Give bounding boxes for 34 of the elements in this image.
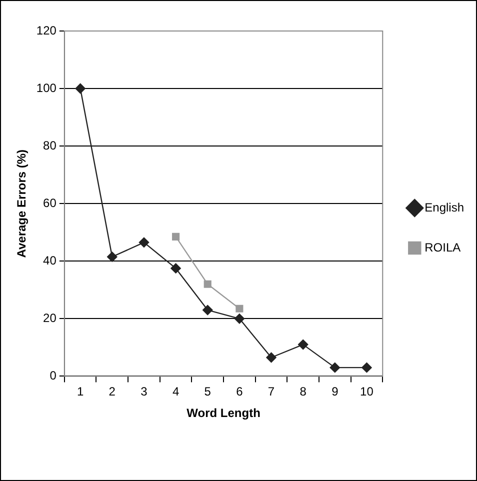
point — [362, 362, 372, 373]
point — [266, 352, 276, 363]
y-tick-label: 80 — [43, 138, 57, 152]
legend-label: English — [424, 200, 464, 214]
y-tick-label: 20 — [43, 310, 57, 325]
y-tick-label: 120 — [36, 23, 57, 38]
y-tick-label: 60 — [43, 196, 57, 210]
point — [107, 252, 118, 262]
x-tick-label: 1 — [76, 384, 84, 399]
x-tick-label: 2 — [108, 384, 116, 399]
y-axis-title: Average Errors (%) — [14, 149, 29, 258]
x-tick-label: 4 — [172, 384, 180, 399]
point — [75, 83, 86, 94]
point — [170, 263, 181, 274]
point — [234, 314, 245, 324]
point — [236, 304, 244, 312]
point — [330, 362, 340, 373]
x-tick-label: 9 — [332, 384, 339, 399]
x-axis-title: Word Length — [186, 406, 260, 420]
x-tick-label: 6 — [236, 384, 244, 399]
point — [138, 237, 150, 248]
x-tick-label: 10 — [360, 384, 374, 399]
point — [204, 280, 212, 288]
point — [202, 304, 213, 316]
y-tick-label: 0 — [50, 368, 57, 383]
x-tick-label: 7 — [268, 384, 275, 399]
x-tick-label: 3 — [140, 384, 148, 399]
legend-label: ROILA — [424, 240, 461, 254]
point — [298, 339, 308, 350]
y-tick-label: 40 — [43, 253, 57, 268]
x-tick-label: 5 — [204, 384, 212, 399]
x-tick-label: 8 — [300, 384, 307, 399]
point — [172, 232, 180, 240]
y-tick-label: 100 — [36, 80, 57, 95]
